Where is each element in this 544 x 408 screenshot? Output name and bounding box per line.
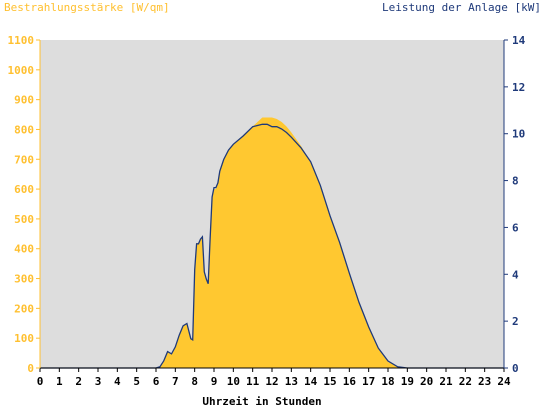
left-y-tick-label: 400 bbox=[14, 243, 34, 256]
left-y-tick-label: 100 bbox=[14, 332, 34, 345]
left-y-tick-label: 700 bbox=[14, 153, 34, 166]
left-y-tick-label: 500 bbox=[14, 213, 34, 226]
x-tick-label: 13 bbox=[285, 375, 298, 388]
right-y-tick-label: 6 bbox=[512, 221, 519, 234]
x-tick-label: 3 bbox=[95, 375, 102, 388]
power-line-layer bbox=[40, 123, 504, 369]
x-tick-label: 5 bbox=[133, 375, 140, 388]
x-tick-label: 18 bbox=[381, 375, 394, 388]
left-y-tick-label: 800 bbox=[14, 123, 34, 136]
x-tick-label: 7 bbox=[172, 375, 179, 388]
left-y-tick-label: 600 bbox=[14, 183, 34, 196]
axes-layer bbox=[36, 39, 508, 372]
right-y-tick-label: 8 bbox=[512, 175, 519, 188]
left-axis-title: Bestrahlungsstärke [W/qm] bbox=[4, 1, 170, 14]
right-y-tick-label: 4 bbox=[512, 268, 519, 281]
left-y-tick-label: 1000 bbox=[8, 64, 35, 77]
right-y-tick-label: 2 bbox=[512, 315, 519, 328]
x-tick-label: 17 bbox=[362, 375, 375, 388]
x-tick-label: 8 bbox=[191, 375, 198, 388]
x-tick-label: 14 bbox=[304, 375, 318, 388]
left-y-tick-label: 900 bbox=[14, 94, 34, 107]
x-tick-label: 19 bbox=[401, 375, 414, 388]
left-y-tick-label: 0 bbox=[27, 362, 34, 375]
x-tick-label: 20 bbox=[420, 375, 433, 388]
power-line bbox=[40, 123, 504, 369]
x-tick-label: 4 bbox=[114, 375, 121, 388]
x-tick-label: 12 bbox=[265, 375, 278, 388]
x-tick-label: 6 bbox=[153, 375, 160, 388]
x-tick-label: 22 bbox=[459, 375, 472, 388]
x-tick-label: 2 bbox=[75, 375, 82, 388]
right-y-tick-label: 10 bbox=[512, 128, 525, 141]
x-tick-label: 1 bbox=[56, 375, 63, 388]
x-tick-label: 10 bbox=[227, 375, 240, 388]
tick-labels-layer: 0 1 2 3 4 5 6 7 8 9 10 11 12 13 14 15 16 17 18 19 20 21 22 23 24… bbox=[8, 34, 526, 388]
left-y-tick-label: 300 bbox=[14, 273, 34, 286]
right-y-tick-label: 0 bbox=[512, 362, 519, 375]
right-axis-title: Leistung der Anlage [kW] bbox=[382, 1, 541, 14]
x-tick-label: 15 bbox=[323, 375, 336, 388]
x-tick-label: 0 bbox=[37, 375, 44, 388]
x-tick-label: 9 bbox=[211, 375, 218, 388]
x-tick-label: 24 bbox=[497, 375, 511, 388]
irradiance-area-layer bbox=[40, 117, 504, 368]
left-y-tick-label: 200 bbox=[14, 302, 34, 315]
x-tick-label: 23 bbox=[478, 375, 491, 388]
right-y-tick-label: 14 bbox=[512, 34, 526, 47]
x-tick-label: 21 bbox=[439, 375, 453, 388]
x-tick-label: 16 bbox=[343, 375, 357, 388]
right-y-tick-label: 12 bbox=[512, 81, 525, 94]
left-y-tick-label: 1100 bbox=[8, 34, 35, 47]
x-axis-title: Uhrzeit in Stunden bbox=[202, 395, 321, 408]
irradiance-area bbox=[40, 117, 504, 368]
x-tick-label: 11 bbox=[246, 375, 260, 388]
